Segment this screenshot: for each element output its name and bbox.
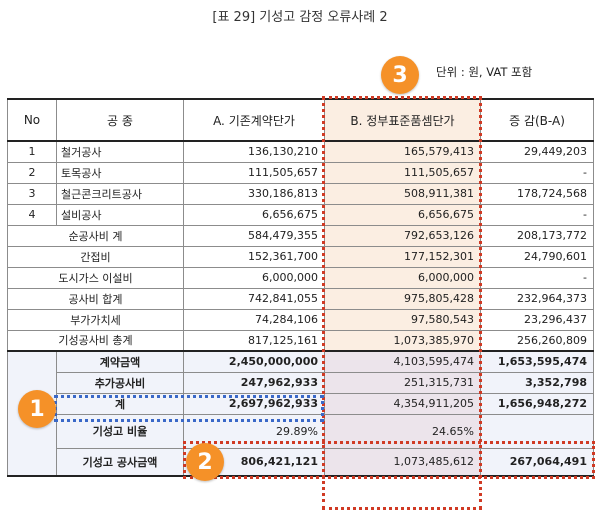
summary-name: 도시가스 이설비 [7, 266, 184, 289]
row-b: 111,505,657 [324, 161, 481, 184]
lower-name: 계약금액 [56, 350, 184, 373]
badge-1-icon: 1 [18, 390, 56, 428]
summary-b: 1,073,385,970 [324, 329, 481, 352]
lower-row: 고 계약금액 2,450,000,000 4,103,595,474 1,653… [7, 350, 594, 477]
header-difference: 증 감(B-A) [480, 98, 594, 142]
summary-diff: 23,296,437 [480, 308, 594, 331]
summary-a: 74,284,106 [183, 308, 325, 331]
header-contract-price: A. 기존계약단가 [183, 98, 325, 142]
lower-diff: 1,656,948,272 [480, 392, 594, 415]
table-row: 3 철근콘크리트공사 330,186,813 508,911,381 178,7… [7, 182, 594, 205]
lower-b: 251,315,731 [324, 371, 481, 394]
lower-a: 2,697,962,933 [183, 392, 325, 415]
unit-label: 단위 : 원, VAT 포함 [436, 65, 533, 79]
row-diff: - [480, 161, 594, 184]
summary-b: 6,000,000 [324, 266, 481, 289]
lower-row: 추가공사비 247,962,933 251,315,731 3,352,798 [8, 371, 594, 394]
row-b: 508,911,381 [324, 182, 481, 205]
row-a: 6,656,675 [183, 203, 325, 226]
lower-b: 4,354,911,205 [324, 392, 481, 415]
lower-diff: 1,653,595,474 [480, 350, 594, 373]
summary-row: 공사비 합계 742,841,055 975,805,428 232,964,3… [7, 287, 594, 310]
summary-b: 97,580,543 [324, 308, 481, 331]
row-a: 136,130,210 [183, 140, 325, 163]
summary-row: 순공사비 계 584,479,355 792,653,126 208,173,7… [7, 224, 594, 247]
lower-row: 기성고 비율 29.89% 24.65% [8, 413, 594, 449]
row-a: 111,505,657 [183, 161, 325, 184]
summary-a: 742,841,055 [183, 287, 325, 310]
summary-row: 간접비 152,361,700 177,152,301 24,790,601 [7, 245, 594, 268]
summary-row: 기성공사비 총계 817,125,161 1,073,385,970 256,2… [7, 329, 594, 352]
table-row: 4 설비공사 6,656,675 6,656,675 - [7, 203, 594, 226]
summary-diff: 208,173,772 [480, 224, 594, 247]
table-caption: [표 29] 기성고 감정 오류사례 2 [212, 10, 388, 25]
summary-row: 부가가치세 74,284,106 97,580,543 23,296,437 [7, 308, 594, 331]
row-a: 330,186,813 [183, 182, 325, 205]
summary-name: 간접비 [7, 245, 184, 268]
summary-b: 975,805,428 [324, 287, 481, 310]
summary-name: 순공사비 계 [7, 224, 184, 247]
cost-table: No 공 종 A. 기존계약단가 B. 정부표준품셈단가 증 감(B-A) 1 … [7, 98, 594, 477]
lower-b: 24.65% [324, 413, 481, 449]
summary-a: 817,125,161 [183, 329, 325, 352]
lower-diff: 3,352,798 [480, 371, 594, 394]
summary-diff: 232,964,373 [480, 287, 594, 310]
row-name: 설비공사 [56, 203, 184, 226]
row-diff: 178,724,568 [480, 182, 594, 205]
lower-name: 기성고 공사금액 [56, 447, 184, 477]
row-b: 6,656,675 [324, 203, 481, 226]
table-row: 2 토목공사 111,505,657 111,505,657 - [7, 161, 594, 184]
row-b: 165,579,413 [324, 140, 481, 163]
summary-b: 792,653,126 [324, 224, 481, 247]
header-row: No 공 종 A. 기존계약단가 B. 정부표준품셈단가 증 감(B-A) [7, 98, 594, 142]
header-standard-price: B. 정부표준품셈단가 [324, 98, 481, 142]
row-name: 철근콘크리트공사 [56, 182, 184, 205]
lower-name: 기성고 비율 [56, 413, 184, 449]
lower-b: 4,103,595,474 [324, 350, 481, 373]
lower-b: 1,073,485,612 [324, 447, 481, 477]
summary-name: 기성공사비 총계 [7, 329, 184, 352]
lower-name: 계 [56, 392, 184, 415]
cost-table-wrap: No 공 종 A. 기존계약단가 B. 정부표준품셈단가 증 감(B-A) 1 … [7, 98, 594, 477]
lower-name: 추가공사비 [56, 371, 184, 394]
row-no: 3 [7, 182, 57, 205]
header-no: No [7, 98, 57, 142]
lower-a: 247,962,933 [183, 371, 325, 394]
row-diff: - [480, 203, 594, 226]
badge-3-icon: 3 [381, 56, 419, 94]
summary-name: 부가가치세 [7, 308, 184, 331]
row-diff: 29,449,203 [480, 140, 594, 163]
summary-a: 152,361,700 [183, 245, 325, 268]
summary-diff: 24,790,601 [480, 245, 594, 268]
summary-a: 584,479,355 [183, 224, 325, 247]
summary-name: 공사비 합계 [7, 287, 184, 310]
lower-diff: 267,064,491 [480, 447, 594, 477]
summary-diff: - [480, 266, 594, 289]
row-no: 4 [7, 203, 57, 226]
row-name: 토목공사 [56, 161, 184, 184]
header-work-type: 공 종 [56, 98, 184, 142]
table-row: 1 철거공사 136,130,210 165,579,413 29,449,20… [7, 140, 594, 163]
row-name: 철거공사 [56, 140, 184, 163]
summary-row: 도시가스 이설비 6,000,000 6,000,000 - [7, 266, 594, 289]
summary-b: 177,152,301 [324, 245, 481, 268]
lower-row: 기성고 공사금액 806,421,121 1,073,485,612 267,0… [8, 447, 594, 477]
lower-a: 2,450,000,000 [183, 350, 325, 373]
row-no: 2 [7, 161, 57, 184]
badge-2-icon: 2 [186, 443, 224, 481]
lower-row: 계 2,697,962,933 4,354,911,205 1,656,948,… [8, 392, 594, 415]
summary-a: 6,000,000 [183, 266, 325, 289]
row-no: 1 [7, 140, 57, 163]
lower-diff [480, 413, 594, 449]
summary-diff: 256,260,809 [480, 329, 594, 352]
